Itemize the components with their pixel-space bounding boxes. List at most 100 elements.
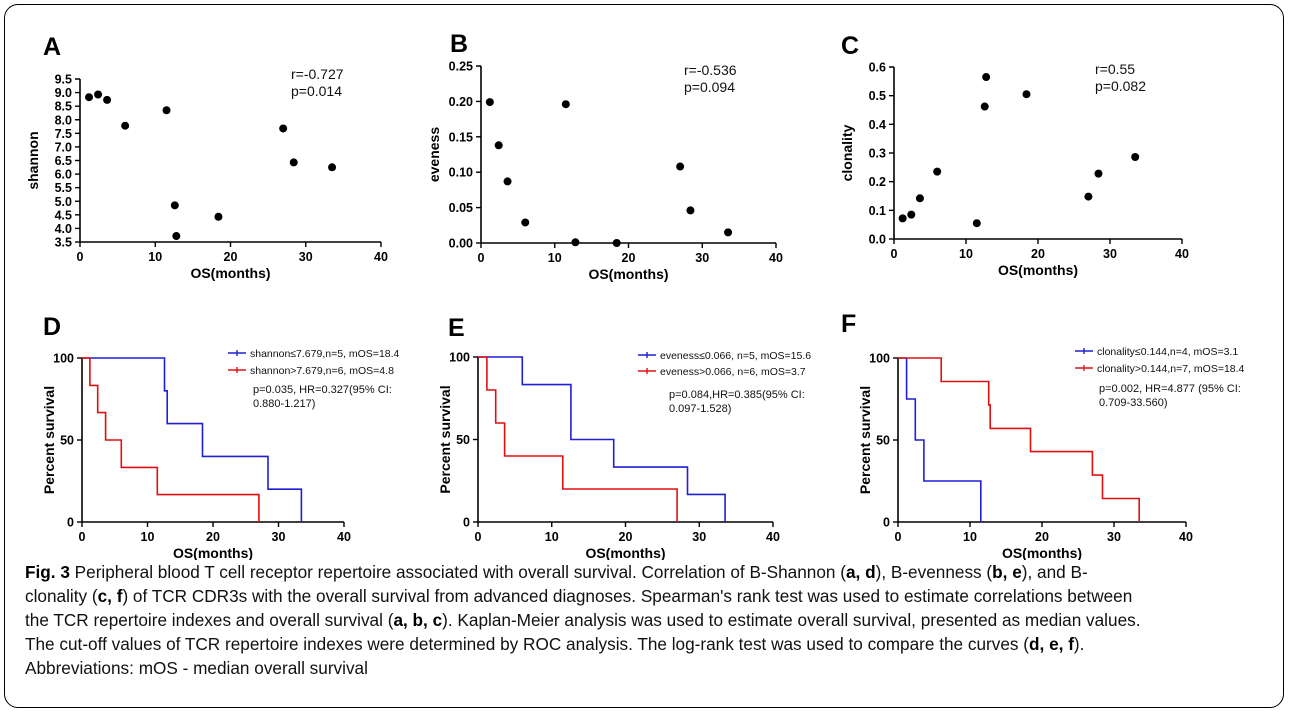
y-tick-label: 6.0: [55, 168, 72, 182]
y-axis-title: Percent survival: [41, 386, 57, 494]
y-tick-label: 7.5: [55, 127, 72, 141]
x-axis-title: OS(months): [1002, 545, 1082, 560]
panel-ref: c, f: [97, 586, 123, 606]
x-tick-label: 20: [1035, 530, 1049, 544]
y-axis-title: eveness: [426, 127, 442, 182]
data-point: [94, 90, 103, 99]
x-tick-label: 0: [478, 251, 485, 265]
caption-text: Correlation of B-Shannon (: [641, 562, 846, 582]
panel-b: B 0 10 20 30 40 0.00 0.05 0.10 0.15 0.20 0.25 OS(mon…: [426, 30, 783, 282]
caption-text: ), and B-: [1021, 562, 1088, 582]
log-rank-stats: 0.709-33.560): [1099, 397, 1168, 409]
panel-ref: a, b, c: [393, 610, 443, 630]
panel-letter: B: [450, 30, 468, 58]
y-tick-label: 0.15: [449, 130, 473, 144]
figure-panels: A 0 10 20 30 40 3.54.04.55.05.56.06.57.07.58.0…: [25, 30, 1245, 560]
figure-label: Fig. 3: [25, 562, 70, 582]
caption-text: clonality (: [25, 586, 98, 606]
caption-title: Peripheral blood T cell receptor reperto…: [74, 562, 637, 582]
data-point: [85, 93, 94, 102]
legend-entry: eveness≤0.066, n=5, mOS=15.6: [660, 350, 811, 362]
x-tick-label: 40: [337, 530, 351, 544]
y-tick-label: 7.0: [55, 140, 72, 154]
y-tick-label: 3.5: [55, 236, 72, 250]
data-point: [485, 98, 494, 107]
data-point: [1094, 169, 1103, 178]
x-tick-label: 40: [766, 530, 780, 544]
x-tick-label: 20: [224, 250, 238, 264]
data-point: [170, 201, 179, 210]
y-tick-label: 0.0: [869, 233, 886, 247]
caption-text: the TCR repertoire indexes and overall s…: [25, 610, 394, 630]
legend-entry: eveness>0.066, n=6, mOS=3.7: [660, 366, 806, 378]
y-tick-label: 9.5: [55, 73, 72, 87]
x-tick-label: 0: [895, 530, 902, 544]
y-tick-label: 0.20: [449, 95, 473, 109]
y-tick-label: 0: [67, 516, 74, 530]
y-tick-label: 100: [53, 352, 74, 366]
x-tick-label: 10: [959, 247, 973, 261]
y-tick-label: 0.6: [869, 61, 886, 75]
x-tick-label: 30: [695, 251, 709, 265]
panel-letter: A: [43, 33, 61, 61]
y-tick-label: 0.3: [869, 147, 886, 161]
x-axis-title: OS(months): [588, 266, 668, 282]
y-tick-label: 0.2: [869, 175, 886, 189]
data-point: [980, 102, 989, 111]
panel-letter: F: [841, 310, 856, 338]
caption-text: ). Kaplan-Meier analysis was used to est…: [442, 610, 1141, 630]
x-tick-label: 20: [1031, 247, 1045, 261]
y-tick-label: 0.5: [869, 89, 886, 103]
y-tick-label: 0.00: [449, 237, 473, 251]
panel-d: D 0 10 20 30 40 0 50 100 OS(months) Percent surviv…: [41, 313, 400, 560]
x-axis-title: OS(months): [173, 545, 253, 560]
x-tick-label: 20: [206, 530, 220, 544]
x-tick-label: 0: [475, 530, 482, 544]
x-axis-title: OS(months): [190, 265, 270, 281]
y-tick-label: 0.05: [449, 201, 473, 215]
x-tick-label: 30: [299, 250, 313, 264]
y-tick-label: 0.10: [449, 166, 473, 180]
x-tick-label: 30: [1107, 530, 1121, 544]
x-tick-label: 0: [77, 250, 84, 264]
data-point: [121, 121, 130, 130]
y-tick-label: 5.0: [55, 195, 72, 209]
data-point: [1131, 153, 1140, 162]
y-axis-title: shannon: [25, 131, 41, 189]
y-tick-label: 0.4: [869, 118, 886, 132]
legend-entry: shannon≤7.679,n=5, mOS=18.4: [250, 348, 400, 360]
caption-line-1: Fig. 3 Peripheral blood T cell receptor …: [25, 560, 1275, 584]
x-axis-title: OS(months): [585, 545, 665, 560]
x-tick-label: 10: [141, 530, 155, 544]
correlation-annotation: p=0.082: [1095, 78, 1146, 94]
data-point: [162, 106, 171, 115]
legend-entry: shannon>7.679,n=6, mOS=4.8: [250, 365, 394, 377]
y-tick-label: 6.5: [55, 154, 72, 168]
x-tick-label: 30: [272, 530, 286, 544]
data-point: [933, 167, 942, 176]
panel-ref: d, e, f: [1029, 634, 1074, 654]
data-point: [503, 177, 512, 186]
survival-curve-2: [898, 357, 1140, 522]
y-axis-title: clonality: [839, 124, 855, 181]
legend-entry: clonality≤0.144,n=4, mOS=3.1: [1097, 346, 1238, 358]
data-point: [521, 218, 530, 227]
data-point: [612, 239, 621, 247]
panel-f: F 0 10 20 30 40 0 50 100 OS(months) Percent surviv…: [841, 310, 1245, 560]
correlation-annotation: p=0.094: [684, 79, 735, 95]
x-tick-label: 20: [622, 251, 636, 265]
y-tick-label: 8.0: [55, 113, 72, 127]
data-point: [982, 73, 991, 82]
data-point: [724, 228, 733, 237]
panel-ref: a, d: [845, 562, 876, 582]
data-point: [907, 210, 916, 219]
y-tick-label: 100: [869, 352, 890, 366]
correlation-annotation: r=-0.536: [684, 62, 737, 78]
caption-text: ) of TCR CDR3s with the overall survival…: [122, 586, 1133, 606]
panel-letter: C: [841, 32, 859, 60]
caption-line-3: the TCR repertoire indexes and overall s…: [25, 608, 1275, 632]
x-tick-label: 0: [79, 530, 86, 544]
x-tick-label: 40: [1179, 530, 1193, 544]
y-tick-label: 50: [60, 434, 74, 448]
data-point: [898, 214, 907, 223]
